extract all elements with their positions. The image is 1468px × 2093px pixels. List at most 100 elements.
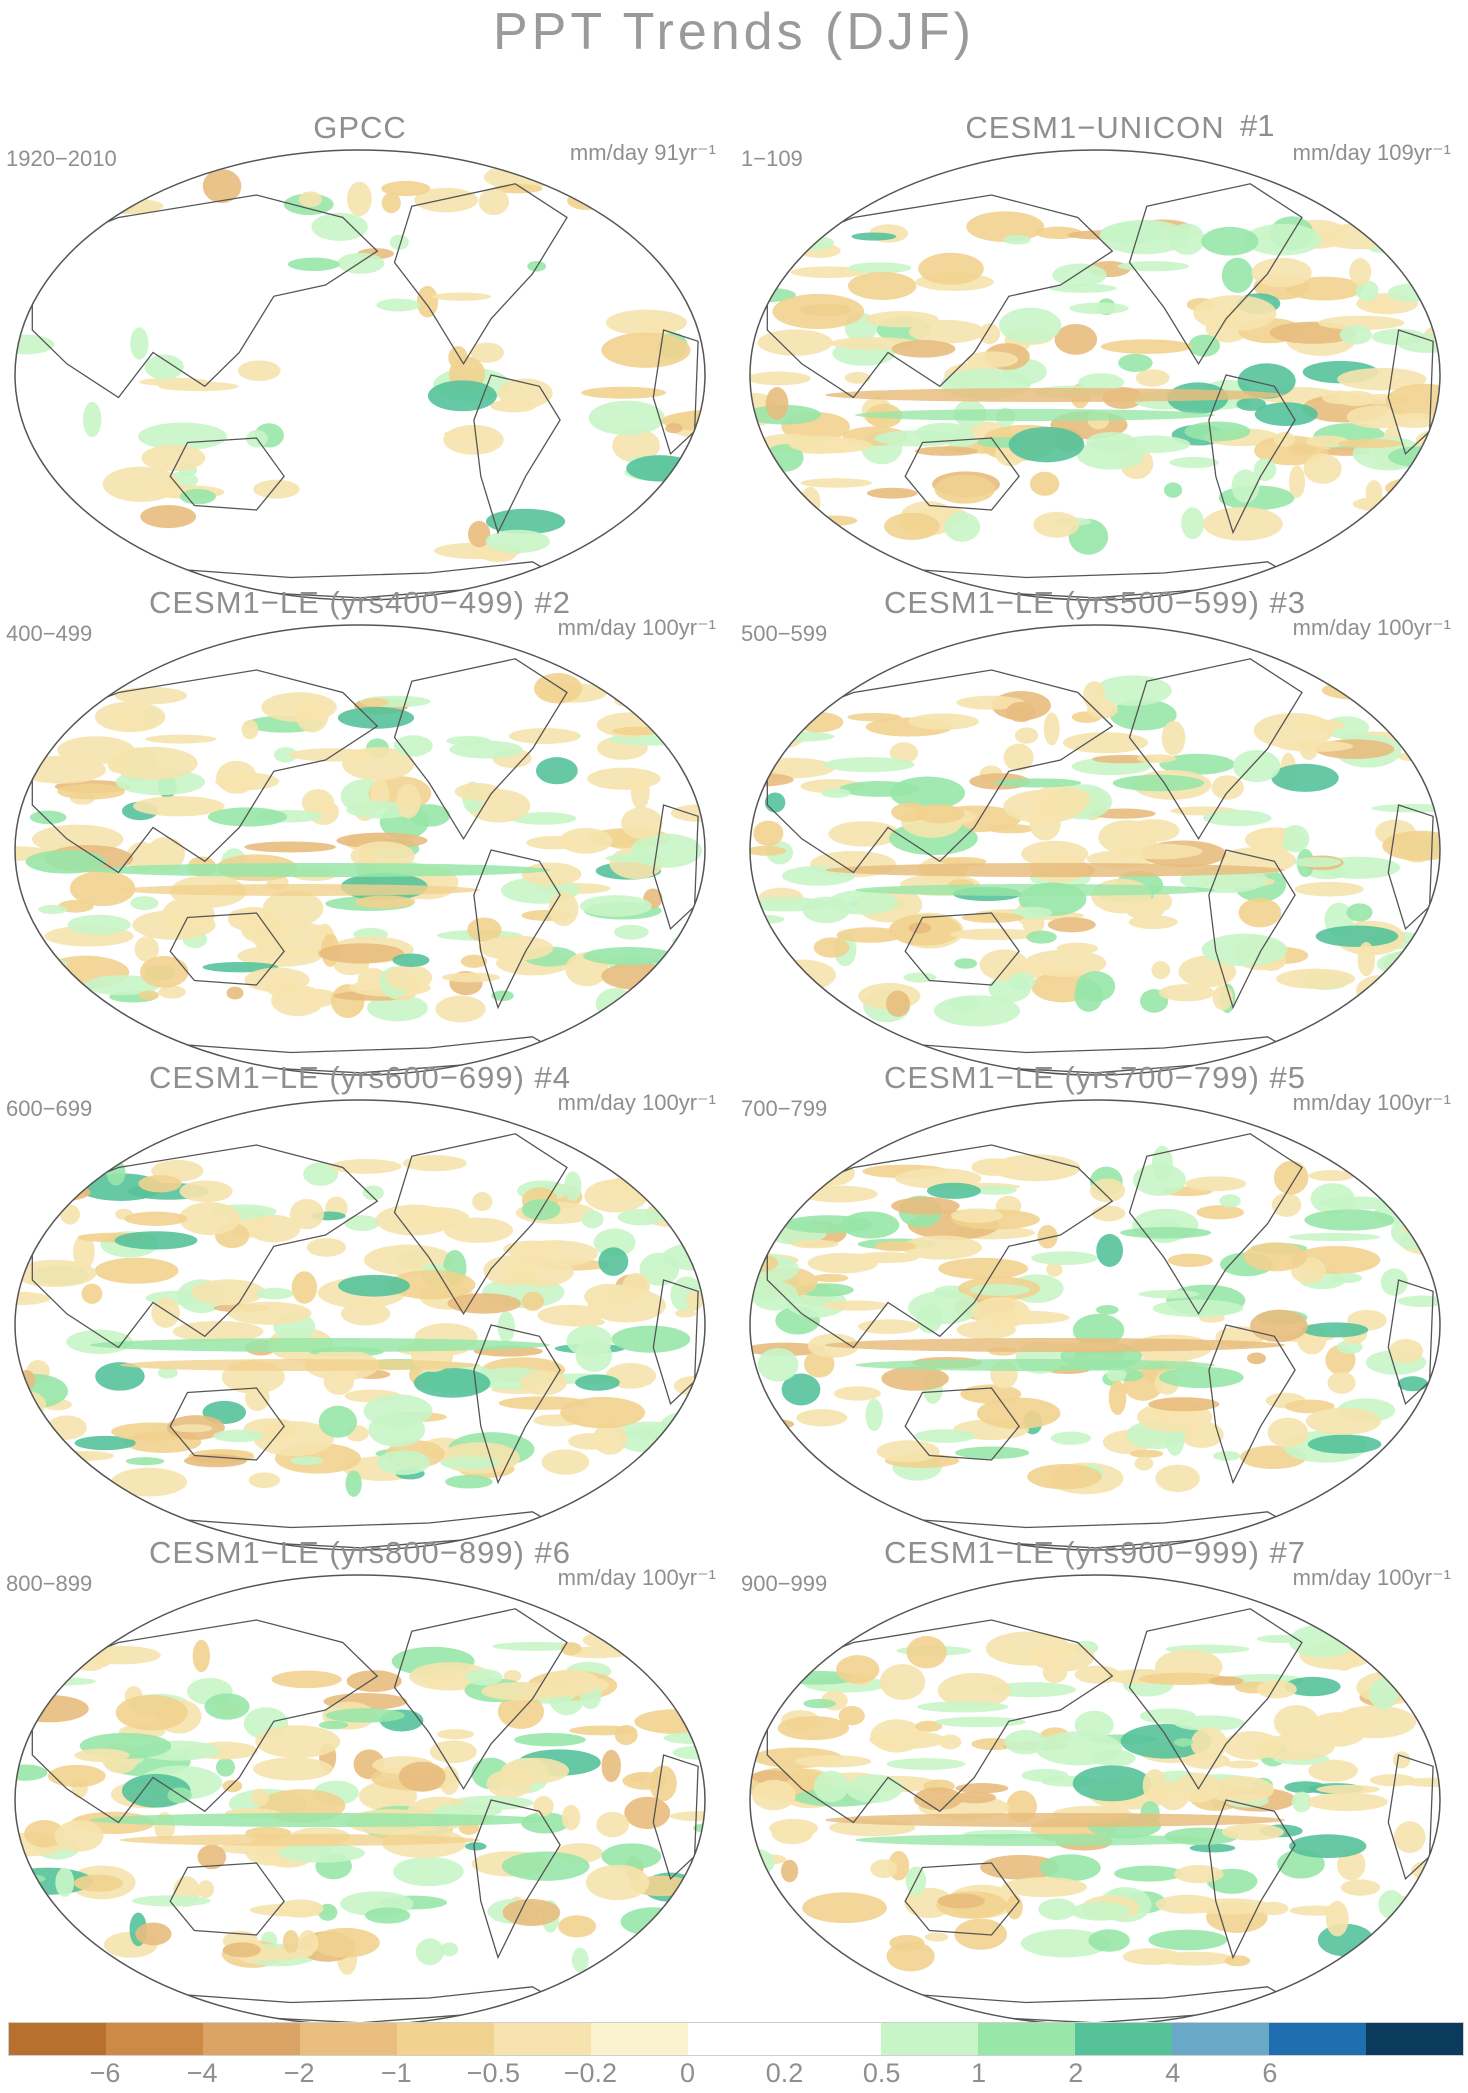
anomaly-patch bbox=[1219, 1194, 1241, 1208]
anomaly-patch bbox=[15, 1259, 97, 1288]
anomaly-patch bbox=[582, 1629, 658, 1651]
colorbar-cell bbox=[687, 2023, 785, 2055]
anomaly-patch bbox=[979, 949, 1029, 981]
anomaly-patch bbox=[1392, 1658, 1440, 1668]
anomaly-patch bbox=[934, 1716, 1026, 1728]
colorbar-cell bbox=[784, 2023, 882, 2055]
anomaly-patch bbox=[584, 1283, 634, 1310]
anomaly-patch bbox=[1231, 469, 1260, 503]
anomaly-patch bbox=[1232, 750, 1281, 783]
anomaly-patch bbox=[683, 1876, 705, 1906]
coastline bbox=[1387, 329, 1434, 455]
map-border bbox=[14, 624, 706, 1076]
anomaly-patch bbox=[15, 1874, 46, 1884]
coastline bbox=[904, 912, 1020, 986]
anomaly-patch bbox=[796, 1409, 848, 1427]
colorbar-label: 1 bbox=[971, 2058, 987, 2088]
anomaly-patch bbox=[621, 807, 663, 840]
anomaly-patch bbox=[1108, 1380, 1127, 1416]
panel-period: 1−109 bbox=[741, 146, 803, 171]
anomaly-patch bbox=[1039, 1854, 1101, 1882]
colorbar-cell bbox=[1269, 2023, 1367, 2055]
anomaly-patch bbox=[338, 1274, 410, 1297]
anomaly-patch bbox=[179, 1180, 233, 1203]
anomaly-patch bbox=[675, 1309, 696, 1318]
anomaly-patch bbox=[750, 685, 803, 695]
anomaly-patch bbox=[953, 1791, 997, 1804]
anomaly-patch bbox=[1374, 1943, 1425, 1965]
coastline bbox=[169, 1387, 285, 1461]
anomaly-patch bbox=[15, 1726, 25, 1749]
anomaly-patch bbox=[83, 1645, 161, 1665]
panel-period: 1920−2010 bbox=[6, 146, 117, 171]
anomaly-patch bbox=[1069, 302, 1129, 315]
anomaly-patch bbox=[844, 371, 871, 384]
anomaly-patch bbox=[655, 697, 705, 734]
anomaly-patch bbox=[1224, 1955, 1251, 1967]
colorbar-label: 0.2 bbox=[765, 2058, 804, 2088]
map-panel: CESM1−LE (yrs900−999) #7 900−999 mm/day 10… bbox=[735, 1535, 1455, 2026]
anomaly-patch bbox=[47, 1764, 106, 1788]
equatorial-band bbox=[120, 1834, 480, 1846]
anomaly-patch bbox=[1094, 675, 1172, 706]
anomaly-patch bbox=[273, 747, 298, 763]
anomaly-patch bbox=[1388, 412, 1440, 428]
anomaly-patch bbox=[886, 1758, 966, 1770]
anomaly-patch bbox=[1401, 1777, 1440, 1787]
anomaly-patch bbox=[1289, 1905, 1343, 1916]
anomaly-patch bbox=[750, 230, 781, 251]
coastline bbox=[169, 1862, 285, 1936]
anomaly-patch bbox=[253, 1757, 333, 1781]
anomaly-patch bbox=[227, 907, 280, 932]
anomaly-patch bbox=[318, 1405, 358, 1438]
panel-title: GPCC bbox=[313, 110, 407, 145]
anomaly-patch bbox=[881, 1366, 949, 1391]
anomaly-patch bbox=[1091, 878, 1152, 914]
anomaly-patch bbox=[1387, 283, 1433, 302]
anomaly-patch bbox=[1203, 810, 1272, 827]
anomaly-patch bbox=[800, 478, 873, 488]
anomaly-patch bbox=[750, 1254, 779, 1273]
anomaly-patch bbox=[612, 428, 660, 463]
anomaly-patch bbox=[596, 1811, 629, 1838]
panel-period: 500−599 bbox=[741, 621, 828, 646]
coastline bbox=[473, 1799, 561, 1960]
anomaly-patch bbox=[1293, 857, 1342, 868]
anomaly-patch bbox=[1132, 1163, 1186, 1197]
anomaly-patch bbox=[1026, 930, 1057, 944]
map-border bbox=[749, 149, 1441, 601]
anomaly-patch bbox=[125, 1457, 165, 1466]
coastline bbox=[1387, 1754, 1434, 1880]
anomaly-patch bbox=[620, 1907, 686, 1937]
anomaly-patch bbox=[750, 1454, 800, 1481]
anomaly-patch bbox=[84, 975, 161, 996]
anomaly-patch bbox=[1096, 1233, 1124, 1267]
anomaly-patch bbox=[244, 841, 336, 853]
anomaly-patch bbox=[926, 1182, 981, 1199]
anomaly-patch bbox=[325, 1708, 405, 1723]
anomaly-patch bbox=[1371, 803, 1440, 813]
anomaly-patch bbox=[290, 1456, 324, 1466]
map-panel: GPCC 1920−2010 mm/day 91yr⁻¹ bbox=[0, 110, 720, 601]
anomaly-patch bbox=[601, 1749, 621, 1783]
anomaly-patch bbox=[1189, 1843, 1236, 1853]
anomaly-patch bbox=[1213, 1450, 1241, 1461]
anomaly-patch bbox=[950, 1208, 1003, 1223]
anomaly-patch bbox=[791, 1239, 839, 1249]
anomaly-patch bbox=[813, 1770, 849, 1803]
panel-title: CESM1−LE (yrs800−899) #6 bbox=[148, 1535, 572, 1570]
anomaly-patch bbox=[1181, 507, 1205, 540]
anomaly-patch bbox=[54, 1820, 104, 1852]
anomaly-patch bbox=[1029, 471, 1060, 496]
anomaly-patch bbox=[237, 360, 281, 381]
anomaly-patch bbox=[1003, 789, 1084, 824]
anomaly-patch bbox=[752, 1944, 812, 1956]
coastline bbox=[169, 437, 285, 511]
anomaly-patch bbox=[581, 1210, 604, 1229]
anomaly-patch bbox=[971, 1297, 1031, 1329]
anomaly-patch bbox=[822, 1300, 888, 1311]
anomaly-patch bbox=[440, 1456, 501, 1470]
map-panel: CESM1−LE (yrs500−599) #3 500−599 mm/day 10… bbox=[735, 585, 1455, 1076]
anomaly-patch bbox=[669, 1811, 705, 1822]
anomaly-patch bbox=[571, 1947, 589, 1973]
